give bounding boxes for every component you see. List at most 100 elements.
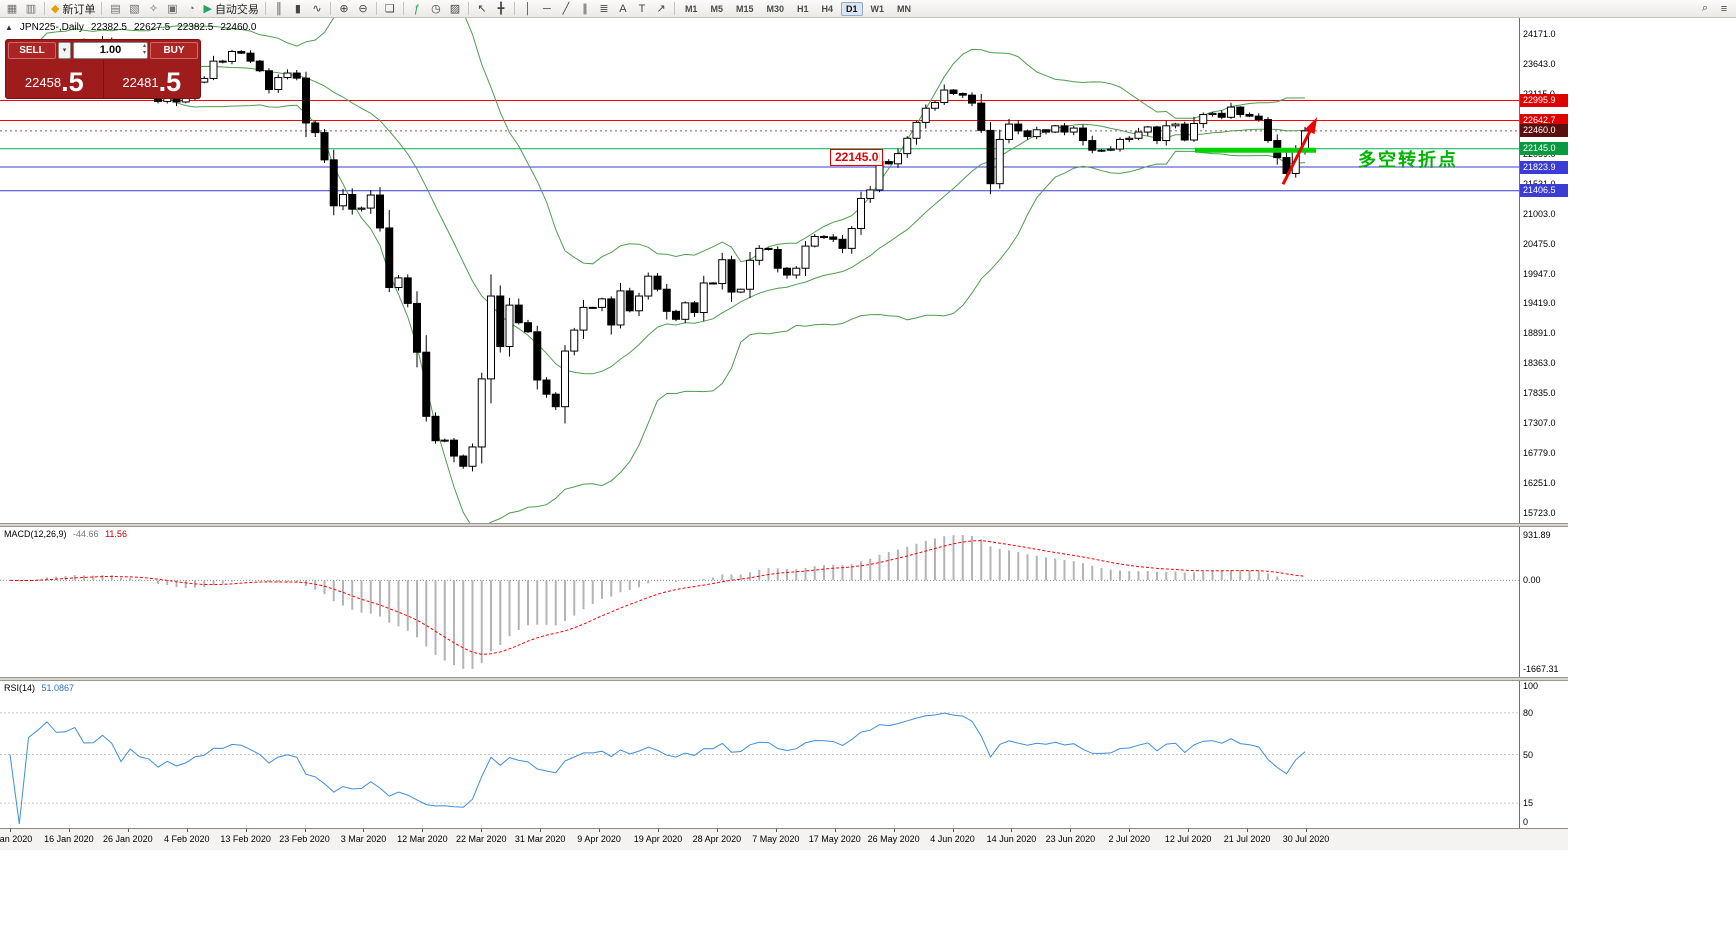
toolbar-separator bbox=[467, 2, 469, 15]
candle-chart-button[interactable]: ▮ bbox=[289, 1, 307, 17]
templates-button[interactable]: ▨ bbox=[446, 1, 464, 17]
timeframe-m15-button[interactable]: M15 bbox=[735, 3, 754, 14]
price-callout-label[interactable]: 22145.0 bbox=[830, 149, 884, 166]
periods-button[interactable]: ◷ bbox=[427, 1, 445, 17]
new-order-icon: ◆ bbox=[51, 3, 60, 15]
date-label: 23 Feb 2020 bbox=[279, 834, 330, 844]
price-tag: 22642.7 bbox=[1520, 114, 1568, 128]
time-tick bbox=[599, 829, 601, 832]
price-tag: 22995.9 bbox=[1520, 94, 1568, 107]
price-axis[interactable]: 24171.023643.023115.022587.022059.021531… bbox=[1519, 18, 1568, 523]
text-label-icon: T bbox=[638, 2, 646, 15]
timeframe-w1-button[interactable]: W1 bbox=[870, 3, 885, 14]
time-axis[interactable]: 7 Jan 2020 16 Jan 2020 26 Jan 2020 4 Feb 20… bbox=[0, 828, 1568, 850]
time-tick bbox=[834, 829, 836, 832]
toolbar-options-button[interactable]: ≡ bbox=[1715, 1, 1733, 17]
volume-stepper[interactable]: ▴ ▾ bbox=[142, 42, 146, 56]
turning-point-label[interactable]: 多空转折点 bbox=[1358, 150, 1458, 170]
timeframe-m5-button[interactable]: M5 bbox=[710, 3, 723, 14]
equidistant-channel-button[interactable]: ∥ bbox=[576, 1, 594, 17]
time-tick bbox=[658, 829, 659, 832]
macd-canvas bbox=[0, 535, 1519, 669]
new-chart-button[interactable]: ▦ bbox=[3, 1, 21, 17]
date-label: 26 Jan 2020 bbox=[103, 834, 153, 844]
main-price-pane[interactable]: 24171.023643.023115.022587.022059.021531… bbox=[0, 18, 1568, 523]
macd-pane[interactable]: MACD(12,26,9) -44.66 11.56 931.89 0.00 -… bbox=[0, 527, 1568, 677]
timeframe-mn-button[interactable]: MN bbox=[897, 3, 912, 14]
time-tick bbox=[1011, 829, 1013, 832]
vertical-line-button[interactable]: │ bbox=[519, 1, 537, 17]
buy-button[interactable]: BUY bbox=[150, 41, 198, 59]
timeframe-h4-button[interactable]: H4 bbox=[821, 3, 834, 14]
pane-splitter[interactable] bbox=[0, 523, 1568, 527]
market-watch-button[interactable]: ▤ bbox=[106, 1, 124, 17]
text-icon: A bbox=[619, 2, 627, 15]
rsi-pane[interactable]: RSI(14) 51.0867 100 80 50 15 0 bbox=[0, 681, 1568, 828]
timeframe-m1-button[interactable]: M1 bbox=[684, 3, 698, 14]
volume-dropdown-icon[interactable]: ▾ bbox=[58, 41, 71, 59]
toolbar-separator bbox=[264, 2, 266, 15]
indicators-button[interactable]: ƒ bbox=[408, 1, 426, 17]
rsi-level-label: 15 bbox=[1523, 798, 1534, 809]
new-order-button[interactable]: ◆ 新订单 bbox=[49, 1, 97, 17]
strategy-tester-button[interactable]: ◔ bbox=[182, 1, 200, 17]
macd-axis[interactable]: 931.89 0.00 -1667.31 bbox=[1519, 527, 1568, 677]
trend-arrow bbox=[1281, 124, 1315, 185]
date-label: 19 Apr 2020 bbox=[633, 834, 683, 844]
trendline-icon: ╱ bbox=[562, 3, 570, 15]
timeframe-h1-button[interactable]: H1 bbox=[797, 3, 809, 14]
date-label: 2 Jul 2020 bbox=[1108, 834, 1151, 844]
symbol-info-bar: ▲ JPN225-,Daily 22382.5 22627.5 22382.5 … bbox=[5, 22, 256, 33]
trendline-button[interactable]: ╱ bbox=[557, 1, 575, 17]
time-tick bbox=[1129, 829, 1131, 832]
sell-price[interactable]: 22458.5 bbox=[6, 60, 103, 98]
crosshair-button[interactable]: ╋ bbox=[492, 1, 510, 17]
macd-main-value: -44.66 bbox=[73, 529, 99, 539]
date-label: 30 Jul 2020 bbox=[1282, 834, 1330, 844]
chart-window: 24171.023643.023115.022587.022059.021531… bbox=[0, 18, 1568, 850]
toolbar-separator bbox=[44, 2, 45, 15]
zoom-in-button[interactable]: ⊕ bbox=[335, 1, 353, 17]
navigator-icon: ✧ bbox=[148, 3, 159, 15]
text-button[interactable]: A bbox=[614, 1, 632, 17]
zoom-out-button[interactable]: ⊖ bbox=[354, 1, 372, 17]
terminal-button[interactable]: ▣ bbox=[163, 1, 181, 17]
date-label: 12 Jul 2020 bbox=[1164, 834, 1212, 844]
cursor-button[interactable]: ↖ bbox=[473, 1, 491, 17]
text-label-button[interactable]: T bbox=[633, 1, 651, 17]
macd-histogram bbox=[18, 535, 1306, 669]
ohlc-high: 22627.5 bbox=[134, 22, 171, 33]
time-tick bbox=[540, 829, 542, 832]
date-label: 16 Jan 2020 bbox=[44, 834, 94, 844]
timeframe-m30-button[interactable]: M30 bbox=[766, 3, 784, 14]
time-tick bbox=[1306, 829, 1307, 832]
buy-price[interactable]: 22481.5 bbox=[104, 60, 201, 98]
macd-signal-line bbox=[9, 540, 1306, 655]
navigator-button[interactable]: ✧ bbox=[144, 1, 162, 17]
sell-button[interactable]: SELL bbox=[8, 41, 56, 59]
volume-input[interactable]: 1.00 ▴ ▾ bbox=[73, 41, 148, 59]
date-label: 7 Jan 2020 bbox=[0, 834, 33, 844]
bar-chart-button[interactable]: ║ bbox=[270, 1, 288, 17]
price-tick-label: 21531.0 bbox=[1523, 179, 1556, 189]
timeframe-d1-button[interactable]: D1 bbox=[841, 1, 863, 16]
equidistant-channel-icon: ∥ bbox=[582, 3, 588, 15]
autotrade-button[interactable]: ▶ 自动交易 bbox=[201, 1, 260, 17]
search-button[interactable]: ⌕ bbox=[1696, 1, 1714, 17]
pane-splitter[interactable] bbox=[0, 677, 1568, 681]
collapse-panel-icon[interactable]: ▲ bbox=[5, 23, 13, 32]
macd-max-label: 931.89 bbox=[1523, 530, 1551, 540]
horizontal-line-button[interactable]: ─ bbox=[538, 1, 556, 17]
arrows-button[interactable]: ↗ bbox=[652, 1, 670, 17]
tile-windows-button[interactable]: ❏ bbox=[381, 1, 399, 17]
time-tick bbox=[127, 829, 129, 832]
price-tag: 22145.0 bbox=[1520, 142, 1568, 156]
data-window-button[interactable]: ▧ bbox=[125, 1, 143, 17]
autotrade-icon: ▶ bbox=[203, 3, 212, 15]
chart-profiles-button[interactable]: ▥ bbox=[22, 1, 40, 17]
time-tick bbox=[304, 829, 306, 832]
ohlc-open: 22382.5 bbox=[90, 22, 127, 33]
rsi-axis[interactable]: 100 80 50 15 0 bbox=[1519, 681, 1568, 828]
line-chart-button[interactable]: ∿ bbox=[308, 1, 326, 17]
fibonacci-button[interactable]: ≣ bbox=[595, 1, 613, 17]
